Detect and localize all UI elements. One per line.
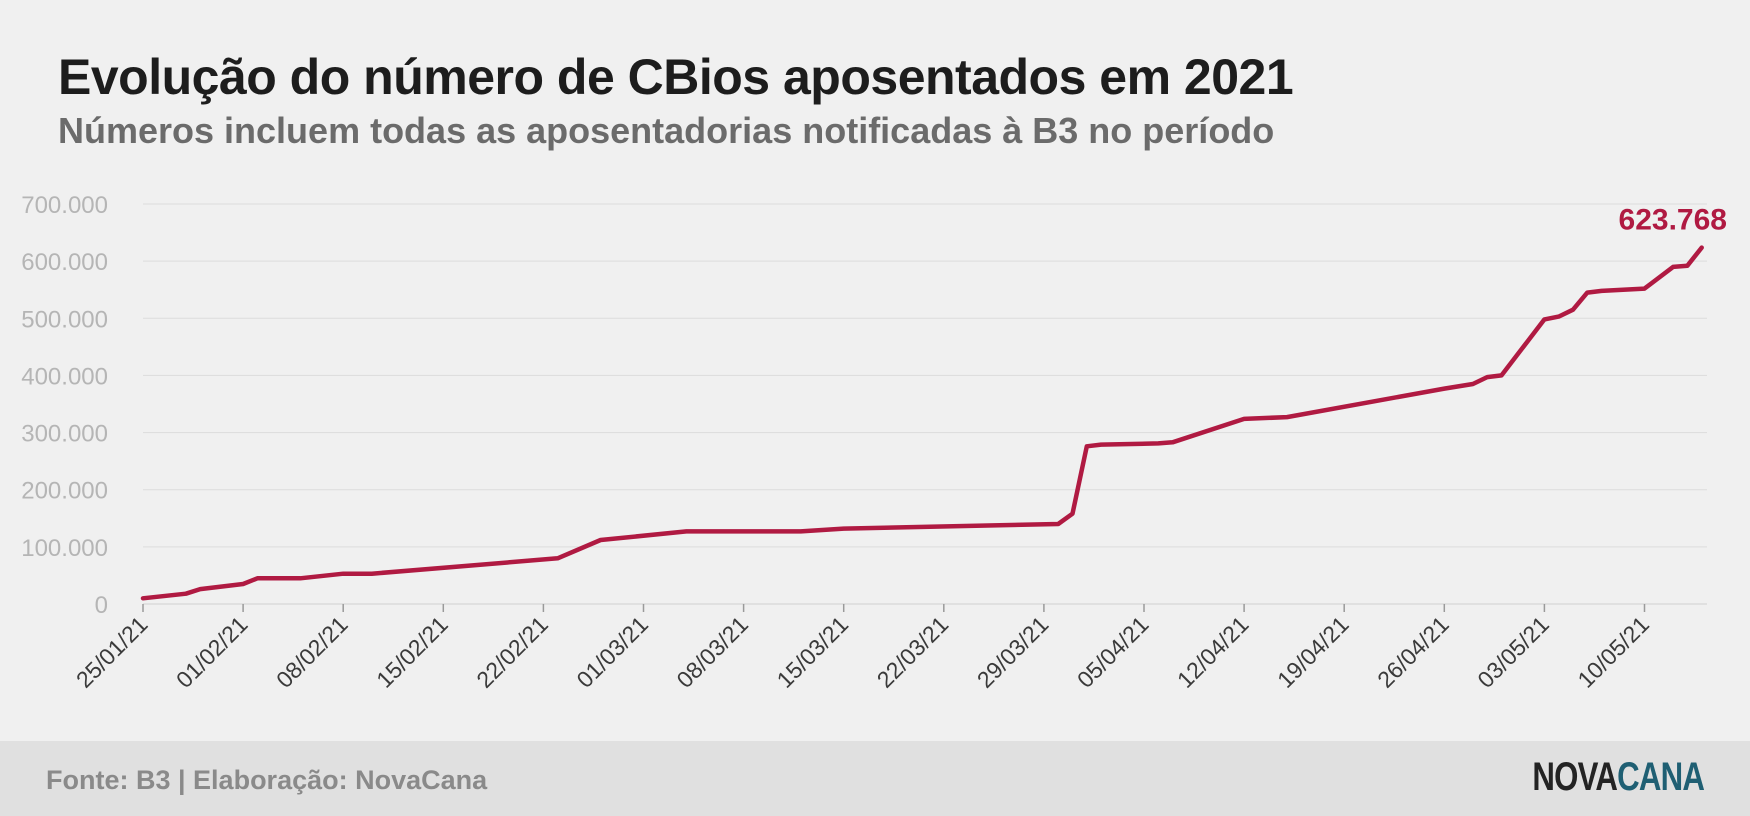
x-tick-label: 15/03/21	[772, 611, 854, 693]
series-line	[140, 245, 1704, 601]
x-tick-label: 12/04/21	[1172, 611, 1254, 693]
y-tick-label: 500.000	[21, 306, 108, 333]
y-tick-label: 0	[95, 592, 108, 619]
line-chart: 0 100.000 200.000 300.000 400.000 500.000 600.…	[21, 192, 1727, 693]
y-tick-label: 100.000	[21, 535, 108, 562]
x-tick-label: 29/03/21	[972, 611, 1054, 693]
x-tick-label: 08/02/21	[271, 611, 353, 693]
chart-title: Evolução do número de CBios aposentados …	[58, 49, 1294, 105]
x-tick-label: 03/05/21	[1472, 611, 1554, 693]
x-tick-label: 08/03/21	[671, 611, 753, 693]
logo-part-nova: NOVA	[1532, 755, 1617, 799]
y-tick-label: 200.000	[21, 478, 108, 505]
chart-subtitle: Números incluem todas as aposentadorias …	[58, 110, 1275, 151]
y-tick-label: 600.000	[21, 249, 108, 276]
footer: Fonte: B3 | Elaboração: NovaCana NOVACAN…	[0, 741, 1750, 816]
novacana-logo: NOVACANA	[1532, 755, 1704, 800]
source-credit: Fonte: B3 | Elaboração: NovaCana	[46, 765, 488, 795]
x-tick-label: 15/02/21	[371, 611, 453, 693]
x-tick-label: 05/04/21	[1072, 611, 1154, 693]
last-value-label: 623.768	[1619, 204, 1727, 237]
x-tick-label: 01/02/21	[171, 611, 253, 693]
x-tick-label: 22/02/21	[471, 611, 553, 693]
x-tick-label: 25/01/21	[71, 611, 153, 693]
x-tick-label: 26/04/21	[1372, 611, 1454, 693]
y-tick-label: 400.000	[21, 363, 108, 390]
x-tick-label: 22/03/21	[872, 611, 954, 693]
y-tick-label: 300.000	[21, 421, 108, 448]
x-tick-label: 19/04/21	[1272, 611, 1354, 693]
x-tick-label: 01/03/21	[571, 611, 653, 693]
logo-part-cana: CANA	[1616, 755, 1705, 799]
y-tick-label: 700.000	[21, 192, 108, 219]
x-tick-label: 10/05/21	[1572, 611, 1654, 693]
